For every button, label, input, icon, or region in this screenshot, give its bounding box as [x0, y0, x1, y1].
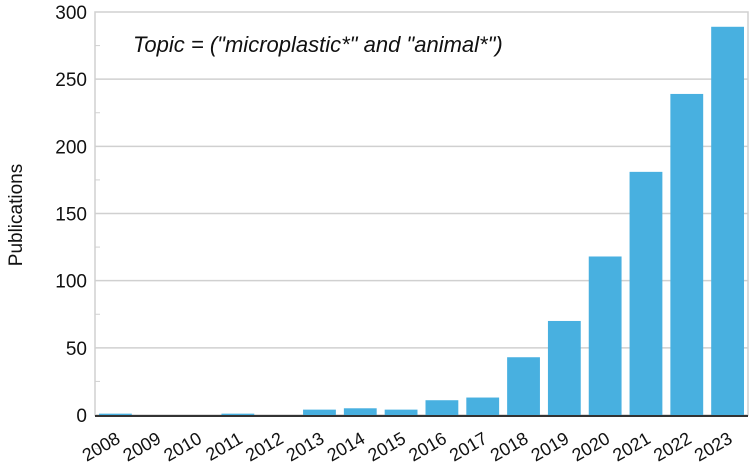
x-tick-label: 2014	[324, 428, 369, 465]
y-tick-label: 300	[55, 3, 87, 24]
x-tick-label: 2018	[487, 428, 532, 465]
x-tick-label: 2009	[120, 428, 165, 465]
bar-2016	[425, 400, 459, 415]
bar-2008	[99, 413, 132, 415]
bar-2018	[507, 357, 540, 415]
bar-2015	[384, 409, 418, 415]
bar-2019	[547, 320, 581, 415]
bar-2022	[670, 93, 704, 416]
y-tick-label: 250	[55, 70, 87, 91]
bar-2017	[466, 397, 500, 415]
bar-2023	[711, 26, 744, 415]
y-tick-label: 50	[66, 339, 87, 360]
x-tick-label: 2017	[446, 428, 491, 465]
x-tick-label: 2023	[691, 428, 736, 465]
bar-2013	[303, 409, 336, 415]
bar-2011	[221, 413, 255, 415]
x-tick-label: 2021	[609, 428, 654, 465]
x-tick-label: 2013	[283, 428, 328, 465]
query-annotation: Topic = ("microplastic*" and "animal*")	[133, 32, 503, 57]
x-tick-label: 2012	[242, 428, 287, 465]
bar-2021	[629, 171, 663, 415]
x-tick-label: 2008	[79, 428, 124, 465]
y-tick-label: 200	[55, 137, 87, 158]
y-tick-label: 0	[76, 406, 87, 427]
x-tick-label: 2019	[528, 428, 573, 465]
x-tick-label: 2016	[405, 428, 450, 465]
x-tick-label: 2015	[364, 428, 409, 465]
y-tick-label: 100	[55, 272, 87, 293]
bar-2020	[588, 256, 622, 415]
y-axis-label: Publications	[6, 164, 27, 266]
bar-2014	[343, 408, 377, 415]
y-tick-label: 150	[55, 205, 87, 226]
x-tick-label: 2011	[202, 428, 246, 465]
x-tick-label: 2020	[568, 428, 613, 465]
x-tick-label: 2022	[650, 428, 695, 465]
x-tick-label: 2010	[160, 428, 205, 465]
